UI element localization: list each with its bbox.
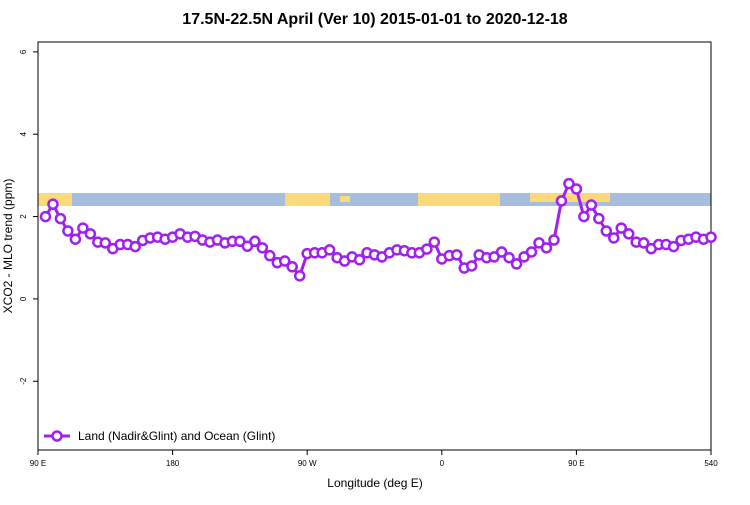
point [428,236,441,248]
point [503,251,515,264]
point [555,195,568,207]
point [578,210,590,223]
y-tick-label: 2 [19,214,28,219]
x-tick-label: 90 E [30,459,46,468]
point [353,254,366,266]
point [69,233,82,245]
point [548,234,560,246]
x-tick-label: 90 W [298,459,317,468]
y-axis-label: XCO2 - MLO trend (ppm) [1,179,15,314]
point [667,240,680,253]
y-tick-label: 4 [19,131,28,136]
legend-label: Land (Nadir&Glint) and Ocean (Glint) [78,429,275,443]
point [570,183,583,195]
point [279,255,291,267]
map-strip [38,193,711,206]
x-axis-label: Longitude (deg E) [327,476,422,490]
point [256,242,269,254]
point [465,260,478,272]
point [286,261,298,273]
point [600,225,613,237]
point [264,249,276,262]
point [234,235,246,248]
plot-frame [37,41,712,451]
point [241,240,254,252]
point [451,249,463,261]
point [99,237,112,249]
point [495,246,508,258]
point [585,199,598,211]
point [533,237,545,249]
point [77,222,89,234]
point [47,198,59,210]
point [54,212,67,225]
x-tick-label: 0 [440,459,445,468]
point [615,222,628,234]
point [62,225,74,237]
point [421,243,433,255]
x-tick-label: 540 [704,459,718,468]
point [525,246,538,258]
point [608,232,620,244]
point [622,228,635,240]
x-tick-label: 180 [166,459,180,468]
point [293,270,306,282]
point [323,244,336,256]
y-tick-label: 6 [19,49,28,54]
chart-title: 17.5N-22.5N April (Ver 10) 2015-01-01 to… [182,11,568,28]
y-tick-label: 0 [19,296,28,301]
point [510,258,523,270]
y-tick-label: -2 [19,377,28,385]
point [563,177,575,190]
point [249,235,261,248]
point [637,237,650,249]
point [705,231,717,243]
point [84,228,97,240]
legend-marker [51,430,63,442]
point [39,210,52,223]
point [129,240,141,253]
point [488,251,500,263]
point [593,212,605,225]
point [518,251,530,263]
point [540,242,553,254]
x-tick-label: 90 E [568,459,584,468]
